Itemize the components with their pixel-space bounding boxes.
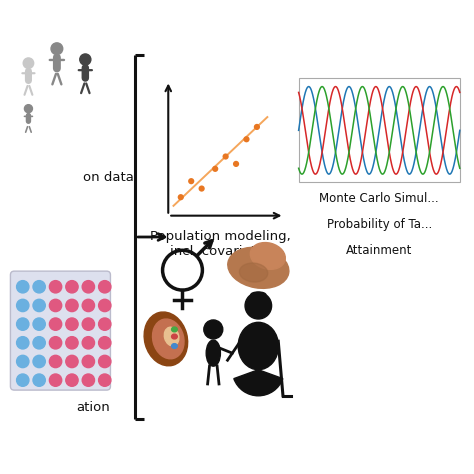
Circle shape bbox=[66, 374, 78, 386]
Circle shape bbox=[23, 58, 34, 68]
Ellipse shape bbox=[172, 344, 177, 348]
FancyArrowPatch shape bbox=[26, 127, 27, 132]
Circle shape bbox=[245, 292, 272, 319]
Ellipse shape bbox=[238, 322, 279, 370]
Circle shape bbox=[99, 318, 111, 330]
Circle shape bbox=[17, 374, 29, 386]
Point bbox=[187, 177, 195, 185]
FancyArrowPatch shape bbox=[52, 74, 56, 84]
Circle shape bbox=[204, 320, 223, 339]
Circle shape bbox=[49, 299, 62, 311]
Circle shape bbox=[66, 281, 78, 293]
Circle shape bbox=[49, 337, 62, 349]
Ellipse shape bbox=[164, 327, 179, 346]
Circle shape bbox=[49, 281, 62, 293]
Circle shape bbox=[51, 43, 63, 55]
Circle shape bbox=[49, 356, 62, 368]
Circle shape bbox=[82, 299, 94, 311]
Ellipse shape bbox=[251, 292, 266, 298]
Circle shape bbox=[33, 281, 46, 293]
Circle shape bbox=[25, 105, 32, 113]
Circle shape bbox=[99, 356, 111, 368]
Point bbox=[198, 185, 205, 192]
Text: Monte Carlo Simul...: Monte Carlo Simul... bbox=[319, 192, 439, 205]
Circle shape bbox=[33, 318, 46, 330]
Circle shape bbox=[99, 299, 111, 311]
Wedge shape bbox=[234, 370, 283, 396]
Circle shape bbox=[99, 374, 111, 386]
Circle shape bbox=[17, 318, 29, 330]
Circle shape bbox=[82, 374, 94, 386]
FancyBboxPatch shape bbox=[10, 271, 110, 390]
Point bbox=[243, 136, 250, 143]
Circle shape bbox=[33, 337, 46, 349]
Circle shape bbox=[17, 281, 29, 293]
Circle shape bbox=[33, 374, 46, 386]
Ellipse shape bbox=[228, 247, 289, 288]
Circle shape bbox=[66, 337, 78, 349]
Point bbox=[232, 160, 240, 168]
Point bbox=[222, 153, 229, 160]
Point bbox=[211, 165, 219, 173]
Circle shape bbox=[82, 337, 94, 349]
FancyArrowPatch shape bbox=[29, 127, 31, 132]
Circle shape bbox=[17, 337, 29, 349]
Text: on data: on data bbox=[83, 171, 134, 184]
Circle shape bbox=[99, 281, 111, 293]
Circle shape bbox=[49, 318, 62, 330]
Point bbox=[253, 123, 261, 131]
Ellipse shape bbox=[206, 340, 220, 366]
Circle shape bbox=[17, 356, 29, 368]
Text: ation: ation bbox=[76, 401, 109, 414]
Point bbox=[177, 193, 184, 201]
Ellipse shape bbox=[239, 263, 268, 282]
Circle shape bbox=[82, 281, 94, 293]
Circle shape bbox=[82, 318, 94, 330]
Circle shape bbox=[66, 299, 78, 311]
Ellipse shape bbox=[172, 334, 177, 339]
Text: Probability of Ta...: Probability of Ta... bbox=[327, 218, 432, 231]
FancyArrowPatch shape bbox=[86, 83, 90, 93]
Circle shape bbox=[17, 299, 29, 311]
Circle shape bbox=[82, 356, 94, 368]
FancyArrowPatch shape bbox=[58, 74, 62, 84]
Ellipse shape bbox=[153, 319, 184, 359]
Circle shape bbox=[66, 318, 78, 330]
Ellipse shape bbox=[144, 312, 188, 366]
Text: Attainment: Attainment bbox=[346, 244, 412, 257]
FancyArrowPatch shape bbox=[25, 86, 27, 95]
Circle shape bbox=[49, 374, 62, 386]
Circle shape bbox=[33, 356, 46, 368]
Text: Population modeling,
incl. covariates: Population modeling, incl. covariates bbox=[150, 230, 291, 258]
FancyArrowPatch shape bbox=[29, 86, 32, 95]
Ellipse shape bbox=[250, 243, 285, 269]
Circle shape bbox=[66, 356, 78, 368]
Ellipse shape bbox=[172, 327, 177, 332]
Bar bbox=[299, 78, 460, 182]
Circle shape bbox=[80, 54, 91, 65]
Circle shape bbox=[33, 299, 46, 311]
Circle shape bbox=[99, 337, 111, 349]
FancyArrowPatch shape bbox=[81, 83, 84, 93]
